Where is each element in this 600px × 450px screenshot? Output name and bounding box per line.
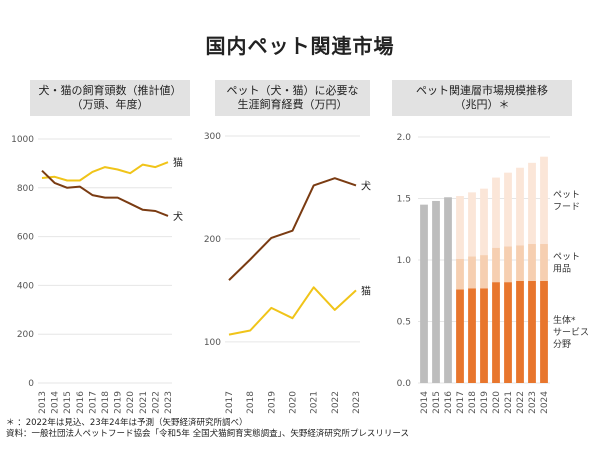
x-tick-label: 2019 (114, 391, 124, 414)
segment-label-2: 用品 (553, 263, 571, 274)
series-label: 犬 (173, 210, 183, 223)
x-tick-label: 2016 (444, 391, 454, 414)
x-tick-label: 2023 (528, 391, 538, 414)
bar-segment-1 (480, 288, 488, 383)
bar-segment-1 (516, 280, 524, 383)
series-line-1 (41, 161, 169, 182)
x-tick-label: 2017 (456, 391, 466, 414)
segment-label-1: フード (553, 202, 580, 212)
bar-segment-3 (480, 188, 488, 256)
y-tick-label: 200 (204, 235, 221, 245)
segment-label-1: ペット (553, 190, 580, 200)
chart2-title-line1: ペット（犬・猫）に必要な (226, 84, 359, 97)
x-tick-label: 2020 (492, 391, 502, 414)
bar-segment-2 (492, 247, 500, 283)
footnotes: ＊ ：2022年は見込、23年24年は予測（矢野経済研究所調べ） 資料：一般社団… (6, 418, 409, 440)
chart1-title-line2: （万頭、年度） (71, 98, 149, 111)
bar-total (432, 200, 440, 383)
bar-total (420, 204, 428, 383)
x-tick-label: 2019 (267, 391, 277, 414)
series-line-2 (41, 169, 169, 217)
bar-segment-2 (480, 255, 488, 289)
bar-segment-2 (540, 244, 548, 281)
series-label: 犬 (361, 179, 371, 192)
x-tick-label: 2022 (331, 391, 341, 414)
bar-segment-1 (528, 280, 536, 383)
x-tick-label: 2016 (76, 391, 86, 414)
y-tick-label: 0 (28, 379, 34, 389)
x-tick-label: 2014 (51, 391, 61, 414)
bar-segment-3 (492, 177, 500, 248)
x-tick-label: 2018 (246, 391, 256, 414)
x-tick-label: 2022 (516, 391, 526, 414)
chart1-title-line1: 犬・猫の飼育頭数（推計値） (38, 84, 182, 97)
bar-segment-3 (516, 167, 524, 246)
bar-segment-1 (540, 280, 548, 383)
y-tick-label: 600 (17, 233, 34, 243)
chart3-title-line2: （兆円）＊ (454, 98, 510, 111)
x-tick-label: 2019 (480, 391, 490, 414)
bar-total (444, 197, 452, 383)
x-tick-label: 2020 (289, 391, 299, 414)
chart3-title: ペット関連層市場規模推移 （兆円）＊ (392, 80, 572, 116)
x-tick-label: 2021 (139, 391, 149, 414)
bar-segment-3 (468, 192, 476, 257)
x-tick-label: 2021 (504, 391, 514, 414)
segment-label-3: 生体* (553, 314, 576, 326)
series-line-1 (228, 177, 357, 281)
segment-label-3: サービス (553, 327, 589, 338)
y-tick-label: 100 (204, 338, 221, 348)
bar-segment-1 (492, 282, 500, 383)
x-tick-label: 2014 (420, 391, 430, 414)
x-tick-label: 2018 (468, 391, 478, 414)
x-tick-label: 2024 (540, 391, 550, 414)
chart2-title: ペット（犬・猫）に必要な 生涯飼育経費（万円） (215, 80, 370, 116)
y-tick-label: 0.5 (397, 318, 411, 328)
bar-segment-1 (504, 282, 512, 383)
y-tick-label: 400 (17, 281, 34, 291)
footnote-source: 資料：一般社団法人ペットフード協会「令和5年 全国犬猫飼育実態調査」、矢野経済研… (6, 429, 409, 439)
x-tick-label: 2017 (225, 391, 235, 414)
x-tick-label: 2022 (151, 391, 161, 414)
bar-segment-2 (516, 245, 524, 281)
x-tick-label: 2021 (310, 391, 320, 414)
x-tick-label: 2015 (432, 391, 442, 414)
bar-segment-1 (456, 289, 464, 383)
bar-segment-2 (456, 258, 464, 290)
x-tick-label: 2018 (101, 391, 111, 414)
series-label: 猫 (173, 156, 183, 169)
bar-segment-2 (504, 246, 512, 283)
chart1-title: 犬・猫の飼育頭数（推計値） （万頭、年度） (30, 80, 190, 116)
series-label: 猫 (361, 284, 371, 297)
bar-segment-1 (468, 288, 476, 383)
bar-segment-3 (540, 156, 548, 245)
y-tick-label: 200 (17, 330, 34, 340)
y-tick-label: 1000 (11, 135, 34, 145)
bar-segment-3 (456, 196, 464, 259)
chart2-title-line2: 生涯飼育経費（万円） (237, 98, 348, 111)
y-tick-label: 300 (204, 132, 221, 142)
chart3-title-line1: ペット関連層市場規模推移 (416, 84, 548, 97)
bar-segment-2 (468, 256, 476, 289)
bar-segment-3 (504, 172, 512, 247)
x-tick-label: 2017 (88, 391, 98, 414)
bar-segment-3 (528, 162, 536, 245)
x-tick-label: 2020 (126, 391, 136, 414)
series-line-2 (228, 286, 357, 336)
bar-segment-2 (528, 244, 536, 281)
y-tick-label: 1.5 (397, 195, 411, 205)
page-title: 国内ペット関連市場 (205, 34, 395, 58)
segment-label-2: ペット (553, 252, 580, 262)
x-tick-label: 2013 (38, 391, 48, 414)
y-tick-label: 1.0 (397, 256, 412, 266)
y-tick-label: 0.0 (397, 379, 412, 389)
footnote-estimate: ＊ ：2022年は見込、23年24年は予測（矢野経済研究所調べ） (6, 418, 248, 428)
x-tick-label: 2023 (164, 391, 174, 414)
segment-label-3: 分野 (553, 339, 571, 350)
y-tick-label: 800 (17, 184, 34, 194)
x-tick-label: 2023 (352, 391, 362, 414)
y-tick-label: 2.0 (397, 133, 412, 143)
x-tick-label: 2015 (63, 391, 73, 414)
